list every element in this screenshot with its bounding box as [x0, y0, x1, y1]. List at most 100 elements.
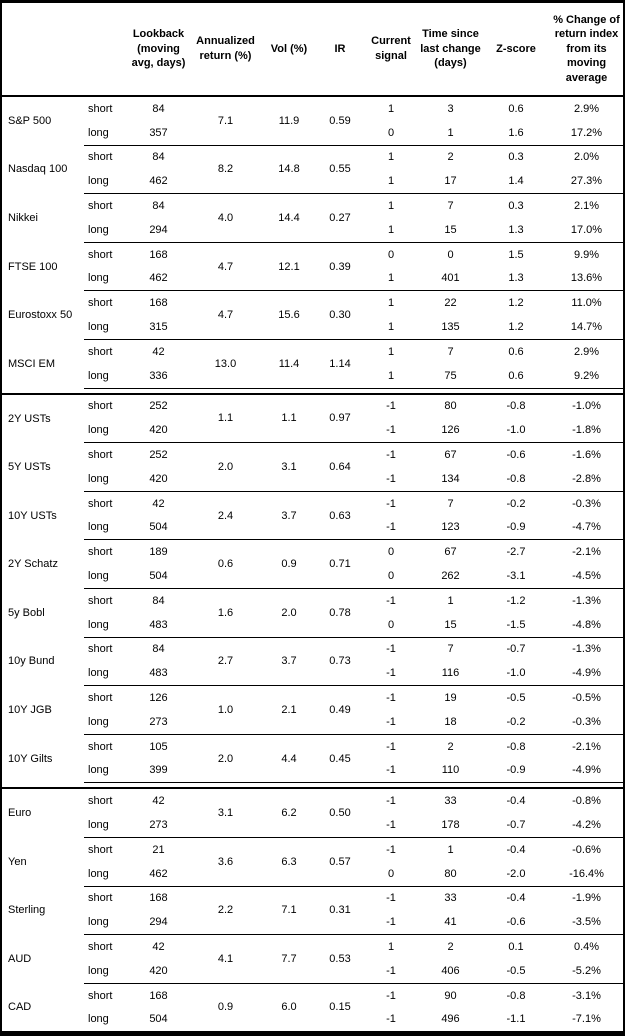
annualized-return-value: 0.9 [217, 1001, 234, 1014]
zscore-value: 0.6 [508, 102, 524, 115]
pct-change-value: -16.4% [550, 861, 623, 887]
horizon-label-short: short [88, 546, 113, 559]
zscore-value: -0.2 [506, 497, 526, 510]
days-value: 33 [444, 795, 457, 808]
horizon-label-short: short [88, 297, 113, 310]
zscore-value: -1.2 [506, 594, 526, 607]
days-value: 7 [447, 200, 454, 213]
ir-value: 0.31 [317, 886, 363, 936]
horizon-label-long: long [84, 466, 127, 492]
zscore-value: -0.6 [506, 449, 526, 462]
zscore-value: 1.5 [508, 248, 524, 261]
zscore-value: 0.6 [508, 345, 524, 358]
ir-value: 0.39 [317, 242, 363, 292]
pct-change-value: -4.9% [550, 758, 623, 784]
vol-value: 3.7 [261, 491, 317, 541]
horizon-label-long: long [84, 266, 127, 292]
pct-change-value: -2.8% [550, 466, 623, 492]
ir-value: 0.49 [317, 685, 363, 735]
asset-name: 10Y Gilts [8, 752, 53, 765]
signal-value: -1 [363, 813, 419, 838]
lookback-value: 483 [127, 612, 190, 638]
lookback-value: 42 [152, 345, 165, 358]
lookback-value: 420 [127, 466, 190, 492]
vol-value: 2.0 [261, 588, 317, 638]
pct-change-value: -2.1% [572, 740, 601, 753]
lookback-value: 42 [152, 795, 165, 808]
signal-value: 0 [363, 120, 419, 146]
asset-name: Nasdaq 100 [8, 163, 68, 176]
vol-value: 11.4 [261, 339, 317, 389]
signal-value: -1 [386, 892, 396, 905]
annualized-return-value: 3.1 [190, 788, 261, 838]
lookback-value: 420 [127, 958, 190, 984]
lookback-value: 84 [152, 200, 165, 213]
asset-row-long: long 294 -1 41 -0.6 -3.5% [2, 910, 623, 936]
signal-value: -1 [386, 795, 396, 808]
zscore-value: -0.4 [506, 892, 526, 905]
zscore-value: -0.9 [482, 758, 550, 784]
pct-change-value: 2.9% [573, 102, 600, 115]
annualized-return-value: 1.1 [190, 393, 261, 444]
zscore-value: -0.5 [506, 692, 526, 705]
days-value: 1 [447, 843, 454, 856]
signal-value: 1 [363, 169, 419, 195]
asset-row-short: 5y Bobl short 84 1.6 2.0 0.78 -1 1 -1.2 -1.3% [2, 588, 623, 638]
days-value: 178 [419, 813, 482, 838]
signal-value: 0 [387, 546, 395, 559]
annualized-return-value: 2.7 [190, 637, 261, 687]
annualized-return-value: 2.0 [190, 442, 261, 492]
signal-value: -1 [363, 515, 419, 541]
signal-value: -1 [386, 400, 396, 413]
asset-row-short: Sterling short 168 2.2 7.1 0.31 -1 33 -0.4 -1.9% [2, 886, 623, 936]
section-divider-line [2, 782, 623, 790]
signal-value: 1 [363, 363, 419, 389]
pct-change-value: 17.0% [550, 217, 623, 243]
ir-value: 0.73 [317, 637, 363, 687]
ir-value: 0.59 [317, 96, 363, 146]
vol-value: 7.1 [261, 886, 317, 936]
signal-value: -1 [386, 497, 396, 510]
pct-change-value: 9.9% [573, 248, 600, 261]
pct-change-value: -1.6% [572, 449, 601, 462]
pct-change-value: -4.2% [550, 813, 623, 838]
signal-value: 1 [387, 102, 395, 115]
lookback-value: 84 [152, 594, 165, 607]
section-divider [2, 782, 623, 790]
asset-row-short: Yen short 21 3.6 6.3 0.57 -1 1 -0.4 -0.6% [2, 837, 623, 887]
lookback-value: 252 [149, 449, 168, 462]
horizon-label-long: long [84, 418, 127, 444]
annualized-return-value: 0.6 [190, 539, 261, 589]
asset-row-short: MSCI EM short 42 13.0 11.4 1.14 1 7 0.6 2.9% [2, 339, 623, 389]
lookback-value: 84 [152, 151, 165, 164]
signal-value: -1 [363, 466, 419, 492]
days-value: 134 [419, 466, 482, 492]
days-value: 33 [444, 892, 457, 905]
asset-name: 5y Bobl [8, 606, 45, 619]
days-value: 110 [419, 758, 482, 784]
signal-value: 1 [387, 940, 395, 953]
lookback-value: 84 [152, 643, 165, 656]
lookback-value: 252 [149, 400, 168, 413]
zscore-value: -3.1 [482, 564, 550, 589]
asset-row-long: long 357 0 1 1.6 17.2% [2, 120, 623, 146]
section-divider-line [2, 388, 623, 395]
zscore-value: -0.8 [482, 466, 550, 492]
zscore-value: -0.8 [506, 400, 526, 413]
pct-change-value: 11.0% [571, 297, 602, 310]
signal-value: -1 [363, 758, 419, 784]
pct-change-value: -1.9% [572, 892, 601, 905]
asset-row-short: Eurostoxx 50 short 168 4.7 15.6 0.30 1 22 1.2 11.… [2, 290, 623, 340]
zscore-value: -2.0 [482, 861, 550, 887]
asset-name: 2Y Schatz [8, 558, 58, 571]
zscore-value: 1.2 [508, 297, 524, 310]
horizon-label-long: long [84, 515, 127, 541]
table-body: S&P 500 short 84 7.1 11.9 0.59 1 3 0.6 2.9% long 35… [2, 96, 623, 1031]
days-value: 2 [447, 740, 454, 753]
days-value: 80 [444, 400, 457, 413]
pct-change-value: -4.7% [550, 515, 623, 541]
days-value: 67 [444, 449, 457, 462]
annualized-return-value: 2.0 [190, 734, 261, 784]
days-value: 17 [419, 169, 482, 195]
zscore-value: 1.3 [482, 217, 550, 243]
